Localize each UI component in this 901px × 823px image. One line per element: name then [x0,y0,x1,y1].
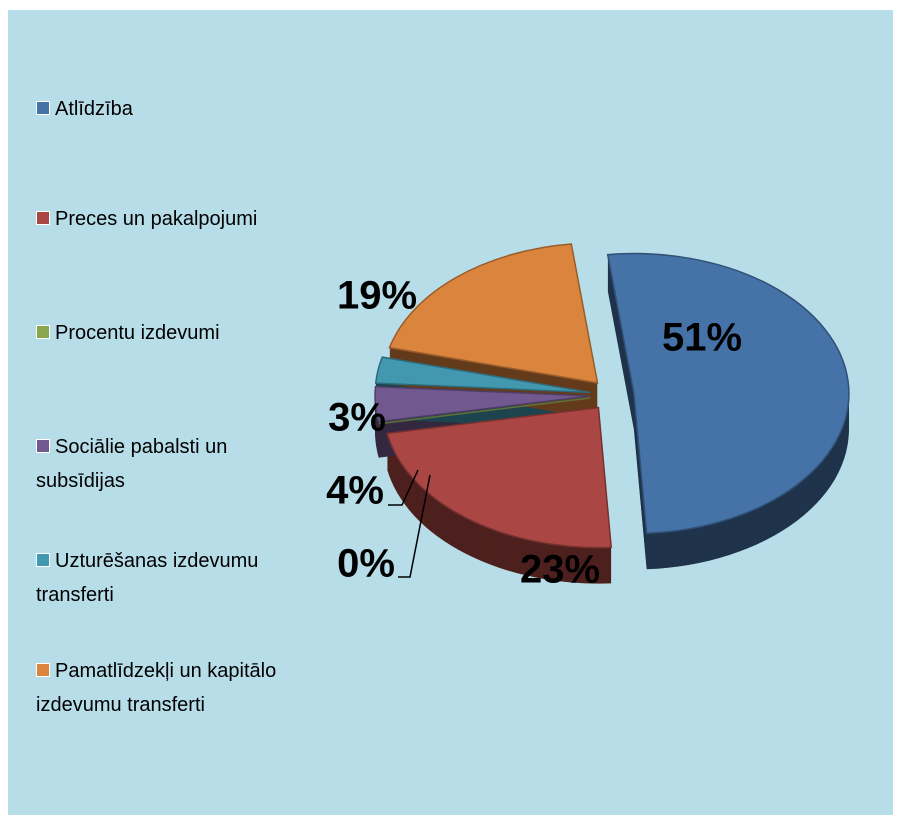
legend-swatch [36,439,50,453]
slice [386,406,613,549]
legend-swatch [36,663,50,677]
data-label: 3% [328,396,386,440]
legend-item: Atlīdzība [36,92,306,126]
data-label: 4% [326,469,384,513]
legend-swatch [36,553,50,567]
data-label: 51% [662,316,742,360]
legend-label: Atlīdzība [55,98,133,120]
data-label: 19% [337,274,417,318]
legend-item: Sociālie pabalsti un subsīdijas [36,430,306,498]
legend-item: Pamatlīdzekļi un kapitālo izdevumu trans… [36,654,306,722]
legend-label: Procentu izdevumi [55,322,220,344]
legend-swatch [36,211,50,225]
legend-item: Preces un pakalpojumi [36,202,306,236]
leader-line [398,474,431,578]
legend-swatch [36,101,50,115]
slice [374,385,591,423]
slice [606,252,850,535]
data-label: 0% [337,542,395,586]
legend-swatch [36,325,50,339]
slice [374,356,591,394]
legend-label: Uzturēšanas izdevumu transferti [36,550,259,606]
legend-label: Preces un pakalpojumi [55,208,258,230]
slice [388,243,599,384]
legend-label: Sociālie pabalsti un subsīdijas [36,436,228,492]
legend-item: Procentu izdevumi [36,316,306,350]
legend-label: Pamatlīdzekļi un kapitālo izdevumu trans… [36,660,277,716]
legend-item: Uzturēšanas izdevumu transferti [36,544,306,612]
data-label: 23% [520,548,600,592]
leader-line [388,469,419,506]
